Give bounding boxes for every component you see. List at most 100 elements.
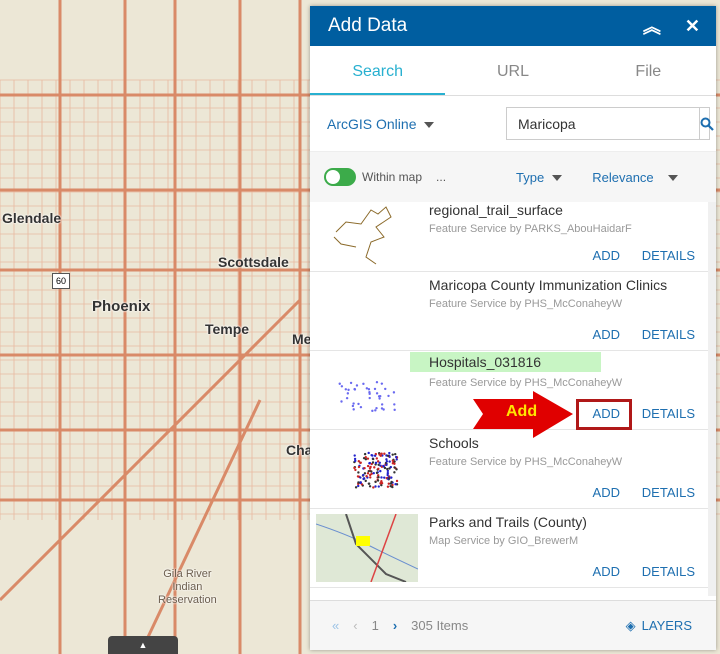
map-point xyxy=(395,479,399,483)
map-point xyxy=(375,471,379,475)
map-point xyxy=(340,400,343,403)
map-point xyxy=(346,392,350,395)
next-page-button[interactable]: › xyxy=(392,618,398,633)
map-point xyxy=(388,451,391,455)
sort-label: Relevance xyxy=(592,169,654,185)
map-point xyxy=(345,396,349,400)
source-dropdown[interactable]: ArcGIS Online xyxy=(327,116,506,132)
search-button[interactable] xyxy=(699,108,714,139)
map-point xyxy=(357,481,360,484)
map-point xyxy=(352,408,355,411)
map-point xyxy=(372,471,375,475)
map-point xyxy=(395,458,398,461)
search-input[interactable] xyxy=(507,108,699,139)
list-item: Schools Feature Service by PHS_McConahey… xyxy=(310,430,708,509)
triangle-up-icon: ▲ xyxy=(138,640,148,650)
map-point xyxy=(388,467,391,470)
map-point xyxy=(369,476,372,479)
add-button[interactable]: ADD xyxy=(592,327,620,342)
map-point xyxy=(372,486,375,489)
map-point xyxy=(373,454,377,458)
item-title-highlighted[interactable]: Hospitals_031816 xyxy=(410,352,602,372)
tab-search[interactable]: Search xyxy=(310,46,446,95)
map-point xyxy=(357,402,360,406)
type-filter-dropdown[interactable]: Type xyxy=(516,169,563,185)
layers-button[interactable]: ◈ LAYERS xyxy=(626,618,692,634)
map-point xyxy=(394,455,398,459)
details-button[interactable]: DETAILS xyxy=(641,564,695,579)
caret-down-icon xyxy=(552,175,563,182)
map-point xyxy=(386,467,389,471)
prev-page-button[interactable]: ‹ xyxy=(353,618,358,633)
map-point xyxy=(375,457,379,460)
map-point xyxy=(386,473,389,477)
add-button[interactable]: ADD xyxy=(592,485,620,500)
highway-shield-icon: 60 xyxy=(52,273,70,289)
item-title[interactable]: Parks and Trails (County) xyxy=(429,514,587,530)
add-button[interactable]: ADD xyxy=(592,564,620,579)
map-point xyxy=(388,460,391,463)
map-point xyxy=(357,484,360,488)
more-options-button[interactable]: ... xyxy=(436,170,447,184)
search-box xyxy=(506,107,714,140)
map-point xyxy=(371,461,375,464)
map-point xyxy=(393,403,396,406)
tab-url[interactable]: URL xyxy=(496,63,529,80)
tab-bar: Search URL File xyxy=(310,46,716,96)
tab-file[interactable]: File xyxy=(635,63,662,80)
details-button[interactable]: DETAILS xyxy=(641,406,695,421)
item-title[interactable]: Maricopa County Immunization Clinics xyxy=(429,277,668,293)
caret-down-icon xyxy=(424,121,435,128)
map-point xyxy=(354,468,357,472)
map-point xyxy=(371,457,375,461)
map-point xyxy=(353,454,356,457)
map-road xyxy=(0,298,302,602)
item-title[interactable]: regional_trail_surface xyxy=(429,202,563,218)
map-label-gila-river: Gila River Indian Reservation xyxy=(158,568,217,606)
map-point xyxy=(359,481,362,485)
page-number: 1 xyxy=(371,618,379,633)
sort-dropdown[interactable]: Relevance xyxy=(592,169,678,185)
map-point xyxy=(385,458,388,461)
search-icon xyxy=(700,117,714,131)
map-label-tempe: Tempe xyxy=(205,321,250,337)
map-point xyxy=(368,485,372,488)
scrollbar[interactable] xyxy=(710,257,715,317)
map-point xyxy=(368,462,371,465)
close-icon[interactable]: ✕ xyxy=(684,15,700,36)
type-label: Type xyxy=(516,169,545,185)
within-map-label: Within map xyxy=(362,170,423,184)
map-point xyxy=(365,387,369,390)
add-button[interactable]: ADD xyxy=(592,248,620,263)
source-label: ArcGIS Online xyxy=(327,115,417,132)
map-point xyxy=(367,482,371,485)
list-item: regional_trail_surface Feature Service b… xyxy=(310,202,708,272)
map-point xyxy=(391,459,395,462)
map-toolbar-toggle[interactable]: ▲ xyxy=(108,636,178,654)
map-point xyxy=(370,470,373,473)
map-point xyxy=(383,476,386,479)
map-point xyxy=(393,460,396,463)
map-label-glendale: Glendale xyxy=(2,210,62,226)
map-point xyxy=(393,471,396,474)
add-button[interactable]: ADD xyxy=(592,406,620,421)
map-point xyxy=(386,469,390,473)
map-label-chandler: Cha xyxy=(286,442,313,458)
within-map-toggle[interactable] xyxy=(324,168,356,186)
panel-header: Add Data ︽ ✕ xyxy=(310,6,716,46)
map-point xyxy=(384,387,387,391)
panel-title: Add Data xyxy=(328,15,408,36)
details-button[interactable]: DETAILS xyxy=(641,248,695,263)
map-point xyxy=(359,405,363,409)
details-button[interactable]: DETAILS xyxy=(641,485,695,500)
first-page-button[interactable]: « xyxy=(332,618,340,633)
item-title[interactable]: Schools xyxy=(429,435,479,451)
double-chevron-up-icon[interactable]: ︽ xyxy=(642,17,661,37)
details-button[interactable]: DETAILS xyxy=(641,327,695,342)
annotation-arrow xyxy=(473,391,573,438)
map-point xyxy=(376,460,380,463)
map-point xyxy=(376,479,380,482)
map-point xyxy=(369,473,372,477)
map-point xyxy=(386,471,390,475)
map-point xyxy=(365,474,368,478)
